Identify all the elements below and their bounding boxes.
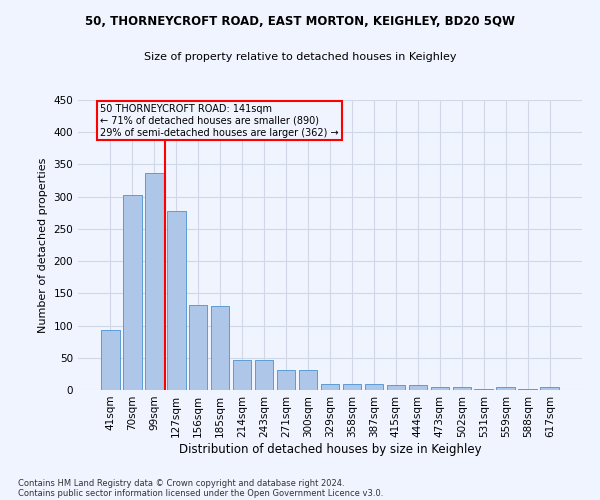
- Bar: [452, 388, 471, 390]
- Bar: [475, 388, 493, 390]
- Bar: [145, 173, 164, 390]
- Bar: [101, 330, 119, 390]
- Text: Contains HM Land Registry data © Crown copyright and database right 2024.: Contains HM Land Registry data © Crown c…: [18, 478, 344, 488]
- Bar: [211, 306, 229, 390]
- Bar: [189, 305, 208, 390]
- Bar: [233, 360, 251, 390]
- Text: Size of property relative to detached houses in Keighley: Size of property relative to detached ho…: [144, 52, 456, 62]
- Bar: [255, 360, 274, 390]
- Bar: [320, 384, 340, 390]
- Bar: [541, 388, 559, 390]
- Bar: [409, 385, 427, 390]
- Text: Contains public sector information licensed under the Open Government Licence v3: Contains public sector information licen…: [18, 488, 383, 498]
- Bar: [299, 370, 317, 390]
- Y-axis label: Number of detached properties: Number of detached properties: [38, 158, 48, 332]
- Bar: [123, 194, 142, 390]
- Text: 50, THORNEYCROFT ROAD, EAST MORTON, KEIGHLEY, BD20 5QW: 50, THORNEYCROFT ROAD, EAST MORTON, KEIG…: [85, 15, 515, 28]
- Bar: [496, 388, 515, 390]
- X-axis label: Distribution of detached houses by size in Keighley: Distribution of detached houses by size …: [179, 442, 481, 456]
- Text: 50 THORNEYCROFT ROAD: 141sqm
← 71% of detached houses are smaller (890)
29% of s: 50 THORNEYCROFT ROAD: 141sqm ← 71% of de…: [100, 104, 339, 138]
- Bar: [167, 211, 185, 390]
- Bar: [277, 370, 295, 390]
- Bar: [431, 387, 449, 390]
- Bar: [386, 385, 405, 390]
- Bar: [518, 388, 537, 390]
- Bar: [365, 384, 383, 390]
- Bar: [343, 384, 361, 390]
